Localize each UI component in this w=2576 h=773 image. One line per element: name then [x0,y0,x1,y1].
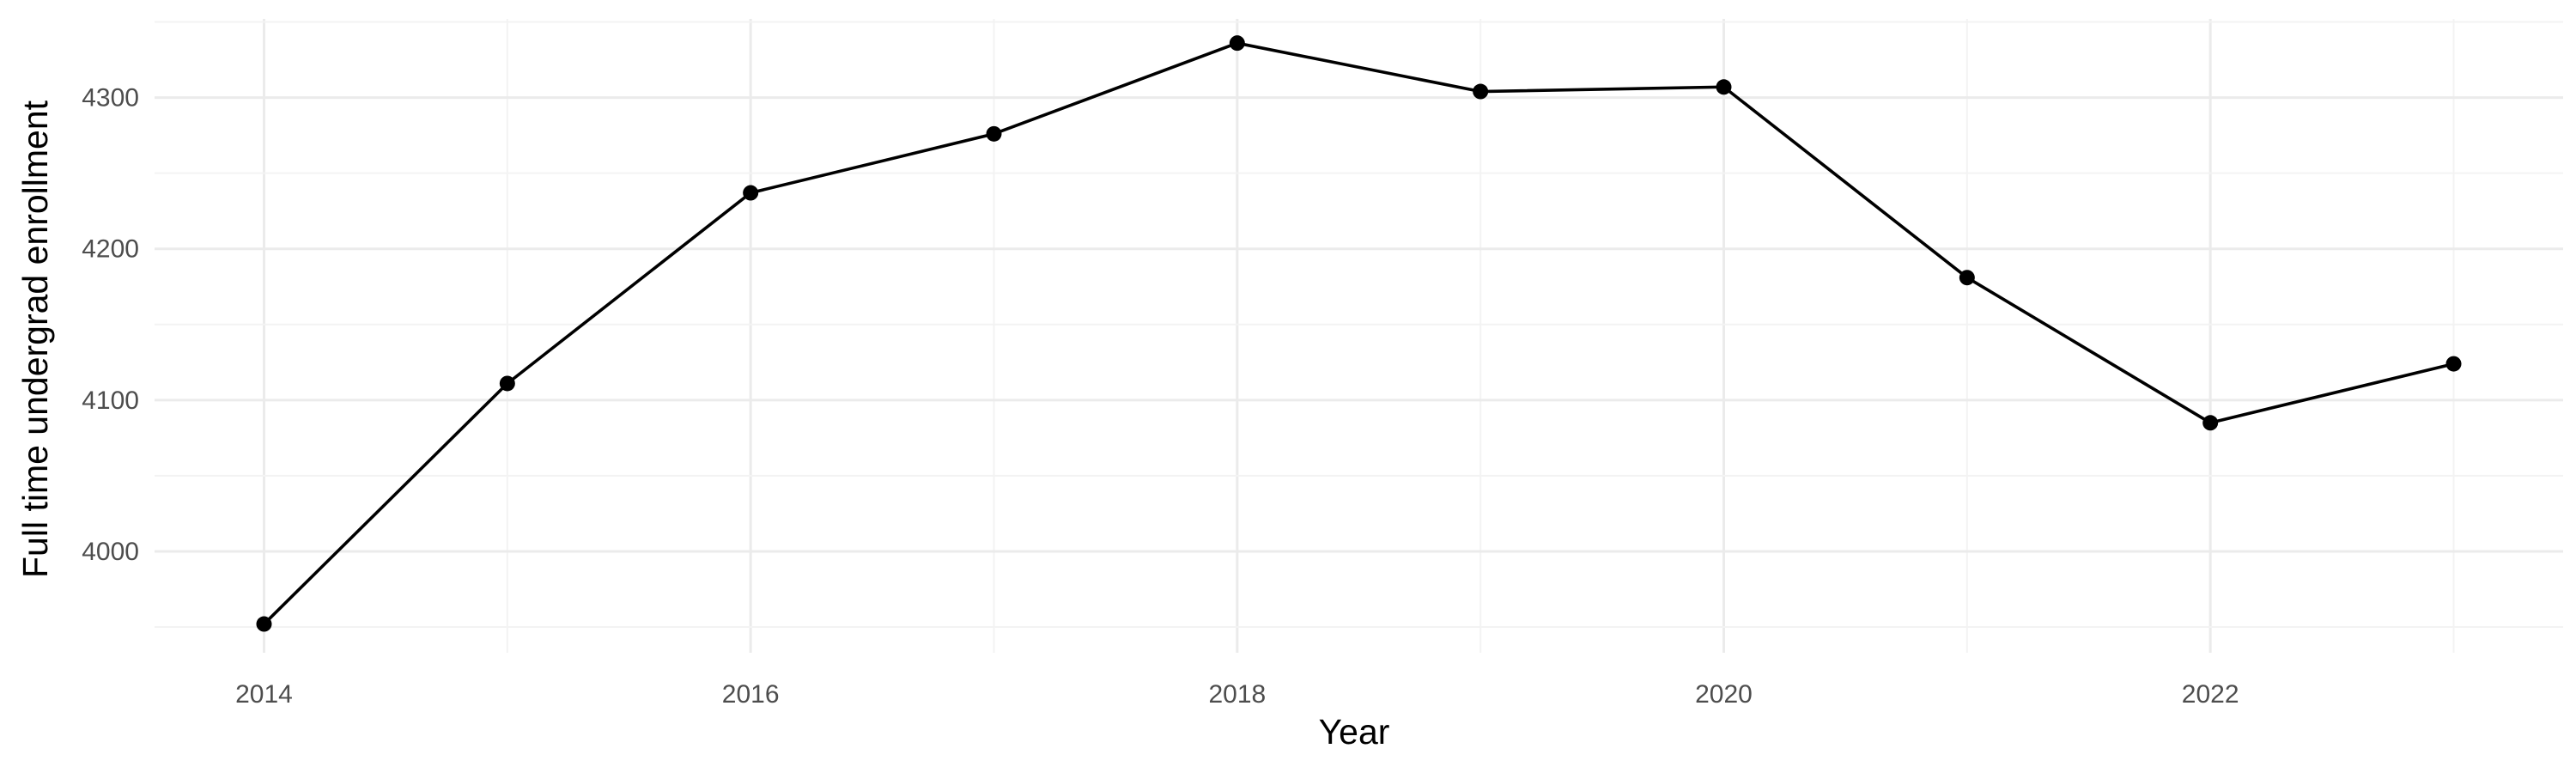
x-tick-label: 2016 [722,680,780,709]
series-line [263,41,2454,625]
y-tick-label: 4300 [82,84,139,113]
x-tick-label: 2018 [1208,680,1266,709]
data-point [1959,270,1975,286]
x-tick-label: 2014 [235,680,293,709]
data-point [256,616,272,632]
data-point [1473,83,1489,100]
x-tick-label: 2022 [2182,680,2239,709]
series-lines [263,41,2454,625]
data-point [743,185,759,201]
data-point [2445,356,2462,372]
y-axis-tick-labels: 4000 4100 4200 4300 [82,84,139,566]
y-tick-label: 4100 [82,386,139,415]
y-tick-label: 4200 [82,235,139,264]
gridlines [155,19,2563,653]
data-point [499,375,515,392]
x-tick-label: 2020 [1695,680,1753,709]
y-axis-title: Full time undergrad enrollment [15,100,55,578]
y-tick-label: 4000 [82,538,139,566]
data-points [256,35,2462,632]
data-point [1229,35,1245,52]
data-point [986,125,1002,142]
data-point [1716,79,1732,95]
x-axis-tick-labels: 2014 2016 2018 2020 2022 [235,680,2239,709]
x-axis-title: Year [1319,712,1390,752]
data-point [2202,415,2219,431]
